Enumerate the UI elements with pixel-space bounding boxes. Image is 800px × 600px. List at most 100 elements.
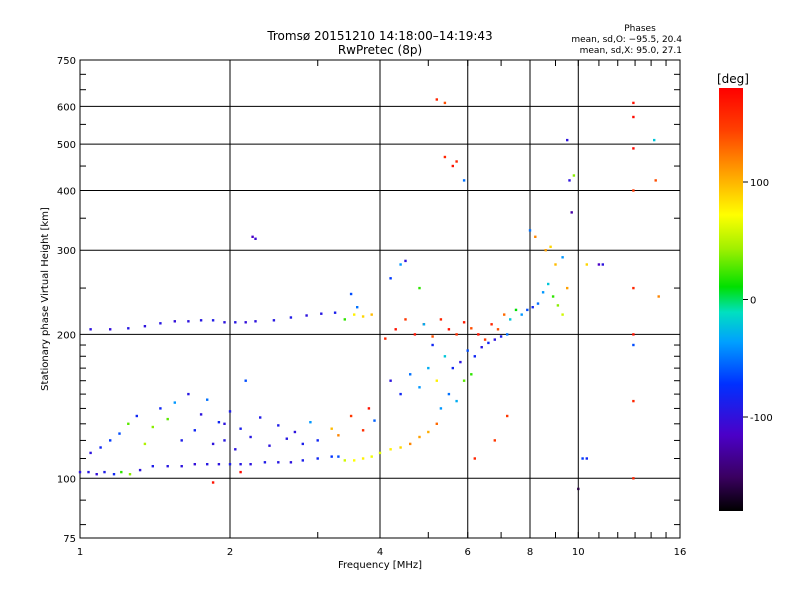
data-point <box>217 463 221 466</box>
data-point <box>343 459 346 462</box>
data-point <box>493 439 496 442</box>
data-point <box>316 457 319 460</box>
data-point <box>526 308 529 312</box>
y-tick-label: 400 <box>57 186 76 197</box>
data-point <box>551 295 555 298</box>
data-point <box>435 98 438 101</box>
data-point <box>223 422 226 425</box>
data-point <box>99 446 102 449</box>
data-point <box>330 455 333 458</box>
data-point <box>418 286 421 290</box>
data-point <box>470 373 473 376</box>
data-point <box>234 448 237 451</box>
data-point <box>180 465 183 468</box>
data-point <box>568 179 571 182</box>
data-point <box>217 421 221 424</box>
data-point <box>249 463 252 466</box>
data-point <box>399 392 402 396</box>
data-point <box>536 302 540 305</box>
data-point <box>632 189 635 192</box>
data-point <box>597 263 601 266</box>
y-tick-label: 750 <box>57 56 76 67</box>
data-point <box>251 235 254 238</box>
data-point <box>353 459 356 462</box>
data-point <box>361 315 365 318</box>
colorbar-tick-label: 0 <box>750 296 756 307</box>
data-point <box>378 451 382 455</box>
data-point <box>127 327 130 330</box>
x-tick-label: 4 <box>377 547 383 558</box>
data-point <box>399 263 402 266</box>
y-tick-label: 100 <box>57 474 76 485</box>
data-point <box>187 320 190 323</box>
data-point <box>370 313 373 316</box>
data-point <box>473 355 476 358</box>
data-points <box>78 98 660 491</box>
data-point <box>89 328 92 331</box>
data-point <box>556 304 560 307</box>
data-point <box>490 323 493 326</box>
colorbar-ticks: 100 0 -100 <box>743 178 773 424</box>
data-point <box>239 470 242 474</box>
data-point <box>95 473 98 476</box>
data-point <box>193 429 196 432</box>
data-point <box>404 318 407 321</box>
x-tick-label: 1 <box>77 547 83 558</box>
data-point <box>244 321 247 324</box>
data-point <box>349 414 353 418</box>
y-tick-label: 300 <box>57 246 76 257</box>
data-point <box>293 430 297 434</box>
data-point <box>187 392 190 396</box>
data-point <box>211 442 215 446</box>
data-point <box>585 263 588 266</box>
data-point <box>503 313 506 316</box>
data-point <box>581 457 584 460</box>
x-axis-ticks: 1 2 4 6 8 10 16 <box>77 60 687 558</box>
data-point <box>447 392 451 396</box>
data-point <box>309 421 312 424</box>
y-tick-label: 200 <box>57 330 76 341</box>
data-point <box>473 457 476 460</box>
data-point <box>466 349 469 352</box>
chart-subtitle: RwPretec (8p) <box>338 43 422 57</box>
data-point <box>496 328 500 331</box>
data-point <box>244 379 247 382</box>
data-point <box>343 318 346 321</box>
data-point <box>289 461 293 464</box>
data-point <box>632 286 635 290</box>
data-point <box>439 407 443 410</box>
data-point <box>330 427 333 430</box>
y-axis-ticks: 75 100 200 300 400 500 600 750 <box>57 56 680 545</box>
data-point <box>151 465 154 468</box>
data-point <box>531 306 534 309</box>
data-point <box>654 179 657 182</box>
data-point <box>577 487 580 491</box>
colorbar-unit: [deg] <box>717 72 749 86</box>
data-point <box>601 263 604 266</box>
data-point <box>384 337 387 340</box>
x-tick-label: 8 <box>527 547 533 558</box>
data-point <box>541 291 545 294</box>
phase-stats-x: mean, sd,X: 95.0, 27.1 <box>580 46 682 56</box>
data-point <box>277 461 280 464</box>
data-point <box>657 295 660 298</box>
x-tick-label: 16 <box>674 547 687 558</box>
data-point <box>455 399 458 403</box>
data-point <box>413 333 417 336</box>
data-point <box>632 101 635 105</box>
data-point <box>301 459 304 462</box>
data-point <box>443 355 447 358</box>
data-point <box>409 373 412 376</box>
data-point <box>483 338 487 341</box>
data-point <box>409 442 412 446</box>
data-point <box>239 427 242 430</box>
data-point <box>427 430 430 434</box>
data-point <box>159 322 162 325</box>
data-point <box>447 328 451 331</box>
data-point <box>361 429 365 432</box>
data-point <box>566 286 569 290</box>
data-point <box>632 343 635 347</box>
data-point <box>367 407 371 410</box>
data-point <box>455 160 458 163</box>
data-point <box>451 164 454 168</box>
